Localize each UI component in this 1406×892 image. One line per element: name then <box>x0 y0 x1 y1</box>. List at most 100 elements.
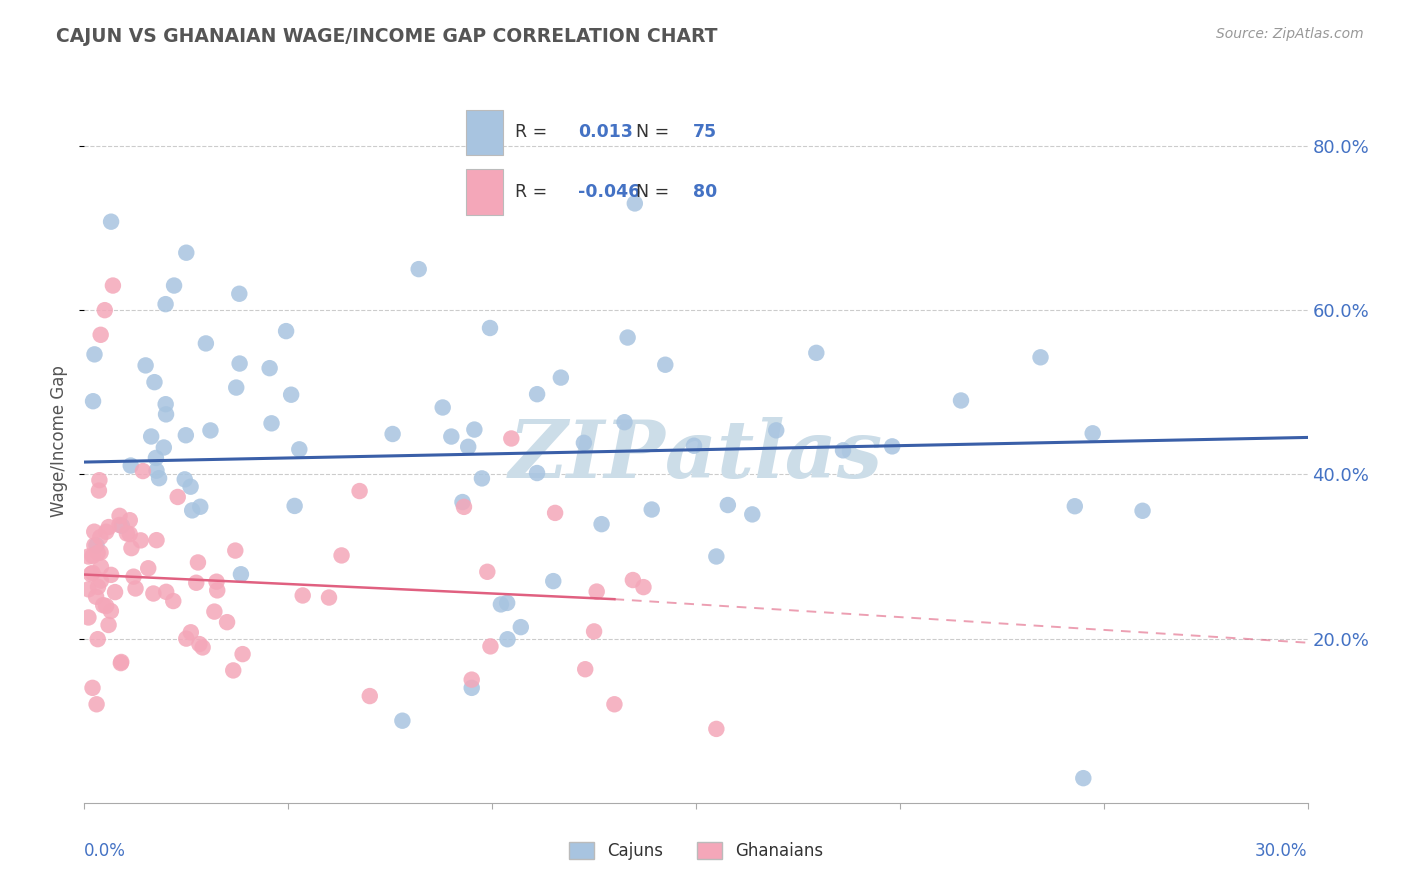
Point <box>432 401 454 415</box>
Point <box>591 517 613 532</box>
Point <box>110 655 132 669</box>
Point <box>574 662 596 676</box>
Point <box>832 443 855 458</box>
Point <box>461 673 484 687</box>
Point <box>706 549 728 564</box>
Point <box>181 503 204 517</box>
Text: Source: ZipAtlas.com: Source: ZipAtlas.com <box>1216 27 1364 41</box>
Point <box>155 408 177 422</box>
Point <box>613 415 636 429</box>
Point <box>77 582 100 597</box>
Point <box>129 533 152 548</box>
Point <box>205 574 228 589</box>
Point <box>683 439 706 453</box>
Point <box>1073 771 1095 785</box>
Point <box>83 347 105 361</box>
Point <box>950 393 973 408</box>
Text: CAJUN VS GHANAIAN WAGE/INCOME GAP CORRELATION CHART: CAJUN VS GHANAIAN WAGE/INCOME GAP CORREL… <box>56 27 717 45</box>
Point <box>191 640 214 655</box>
Point <box>155 397 177 411</box>
Point <box>479 640 502 654</box>
Point <box>162 594 184 608</box>
Point <box>228 357 250 371</box>
Point <box>86 538 108 552</box>
Point <box>100 215 122 229</box>
Point <box>318 591 340 605</box>
Point <box>77 610 100 624</box>
Point <box>108 508 131 523</box>
Point <box>163 278 186 293</box>
Point <box>188 500 211 514</box>
Point <box>82 681 104 695</box>
Point <box>1132 504 1154 518</box>
Point <box>187 556 209 570</box>
Point <box>585 584 607 599</box>
Point <box>229 567 252 582</box>
Point <box>496 632 519 647</box>
Point <box>89 530 111 544</box>
Point <box>145 464 167 478</box>
Point <box>381 427 404 442</box>
Point <box>145 450 167 465</box>
Point <box>1029 351 1052 365</box>
Point <box>87 483 110 498</box>
Point <box>453 500 475 514</box>
Point <box>153 441 176 455</box>
Y-axis label: Wage/Income Gap: Wage/Income Gap <box>51 366 69 517</box>
Point <box>217 615 239 630</box>
Point <box>90 327 112 342</box>
Point <box>136 561 159 575</box>
Point <box>186 575 208 590</box>
Point <box>741 508 763 522</box>
Point <box>717 498 740 512</box>
Point <box>100 604 122 618</box>
Point <box>97 618 120 632</box>
Point <box>882 439 904 453</box>
Point <box>260 417 283 431</box>
Point <box>82 549 104 563</box>
Point <box>202 605 225 619</box>
Point <box>284 499 307 513</box>
Point <box>543 574 565 588</box>
Point <box>633 580 655 594</box>
Point <box>1081 426 1104 441</box>
Point <box>108 517 131 532</box>
Point <box>174 632 197 646</box>
Point <box>101 278 124 293</box>
Point <box>180 625 202 640</box>
Point <box>174 245 197 260</box>
Point <box>489 598 512 612</box>
Point <box>291 589 314 603</box>
Point <box>479 321 502 335</box>
Point <box>451 495 474 509</box>
Point <box>463 423 485 437</box>
Point <box>526 387 548 401</box>
Point <box>641 502 664 516</box>
Point <box>359 689 381 703</box>
Point <box>141 429 163 443</box>
Point <box>86 698 108 712</box>
Point <box>603 698 626 712</box>
Point <box>96 524 118 539</box>
Point <box>616 330 638 344</box>
Point <box>118 513 141 527</box>
Point <box>91 598 114 612</box>
Point <box>87 580 110 594</box>
Text: 30.0%: 30.0% <box>1256 842 1308 860</box>
Point <box>806 346 828 360</box>
Point <box>280 388 302 402</box>
Point <box>82 394 104 409</box>
Point <box>118 527 141 541</box>
Point <box>104 585 127 599</box>
Point <box>89 473 111 487</box>
Point <box>132 464 155 478</box>
Point <box>143 375 166 389</box>
Point <box>111 518 134 533</box>
Point <box>765 423 787 437</box>
Text: 0.0%: 0.0% <box>84 842 127 860</box>
Point <box>544 506 567 520</box>
Point <box>477 565 499 579</box>
Point <box>80 567 103 582</box>
Point <box>124 582 146 596</box>
Point <box>135 359 157 373</box>
